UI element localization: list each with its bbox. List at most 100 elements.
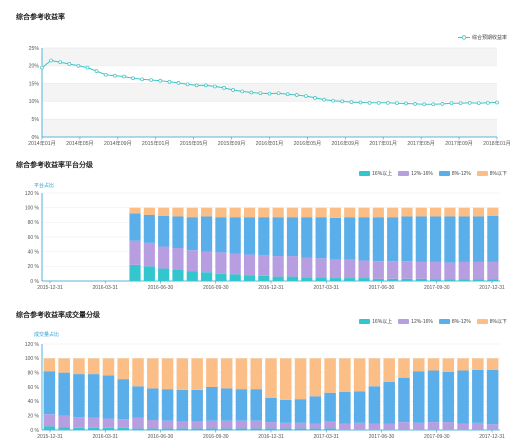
x-tick-label: 2016-06-30 — [148, 285, 174, 291]
data-point — [222, 86, 226, 90]
data-point — [322, 97, 326, 102]
bar-segment — [147, 419, 159, 429]
bar-segment — [73, 427, 85, 430]
bar-segment — [235, 420, 248, 429]
bar-segment — [158, 246, 170, 269]
bar-segment — [265, 358, 277, 398]
x-tick-label: 2016-03-31 — [92, 434, 118, 440]
bar-segment — [472, 216, 485, 262]
bar-segment — [444, 207, 456, 217]
legend-swatch — [438, 171, 450, 176]
bar-segment — [324, 421, 336, 429]
bar-segment — [487, 279, 499, 281]
bar-segment — [243, 217, 256, 255]
bar-segment — [147, 428, 159, 430]
bar-segment — [368, 423, 381, 430]
x-tick-label: 2017-03-31 — [313, 285, 339, 291]
bar-segment — [73, 417, 85, 428]
bar-segment — [272, 256, 284, 277]
bar-segment — [272, 276, 284, 281]
bar-segment — [206, 358, 218, 387]
data-point — [185, 82, 190, 87]
bar-segment — [132, 428, 144, 430]
y-tick-label: 80 % — [28, 370, 40, 376]
data-point — [85, 65, 90, 70]
line-chart: 0% 5% 10% 15% 20% 25% 2014年01月 2014年05月 2014年09月… — [28, 46, 511, 147]
bar-segment — [458, 216, 470, 262]
bar-segment — [220, 428, 233, 430]
bar-segment — [472, 422, 484, 430]
chart3-legend[interactable]: 16%以上 12%-16% 8%-12% 8%以下 — [359, 318, 507, 325]
bar-segment — [412, 371, 425, 423]
bar-segment — [315, 207, 327, 218]
bar-segment — [294, 422, 307, 429]
bar-segment — [329, 259, 341, 279]
x-tick-label: 2017-06-30 — [369, 285, 395, 291]
data-point — [267, 91, 272, 96]
data-point — [476, 101, 481, 106]
data-point — [440, 102, 445, 106]
bar-segment — [132, 417, 144, 429]
bar-segment — [427, 370, 440, 423]
bar-segment — [161, 389, 174, 421]
bar-segment — [201, 207, 213, 217]
bar-segment — [430, 207, 442, 217]
x-tick-label: 2017-12-31 — [479, 285, 505, 291]
bar-segment — [206, 428, 218, 430]
legend-label: 12%-16% — [411, 170, 433, 177]
bar-segment — [87, 358, 100, 375]
bar-segment — [172, 207, 184, 217]
grid-band — [42, 119, 497, 137]
chart2-ylabel: 平台占比 — [34, 183, 55, 189]
x-tick-label: 2017年05月 — [407, 139, 435, 147]
data-point — [331, 98, 336, 103]
bar-segment — [368, 429, 381, 430]
bar-segment — [201, 251, 213, 273]
bar-segment — [87, 374, 100, 418]
y-tick-label: 20% — [29, 64, 40, 70]
bar-segment — [250, 428, 262, 430]
bar-segment — [172, 248, 184, 270]
data-point — [486, 100, 490, 105]
bar-segment — [372, 278, 384, 281]
bar-segment — [235, 428, 248, 430]
bar-segment — [457, 429, 469, 430]
bar-segment — [186, 207, 198, 218]
legend-label: 16%以上 — [372, 171, 393, 177]
bar-segment — [265, 422, 277, 429]
bar-segment — [412, 422, 425, 430]
y-tick-label: 5% — [32, 117, 40, 123]
bar-segment — [457, 370, 469, 424]
bar-segment — [258, 207, 270, 218]
bar-segment — [309, 358, 322, 397]
x-tick-label: 2017-03-31 — [313, 434, 339, 440]
stacked-bar-chart-platform: 0 % 20 % 40 % 60 % 80 % 100 % 120 % 2015-12-31 2… — [25, 191, 505, 291]
bar-segment — [401, 261, 413, 279]
chart2-legend[interactable]: 16%以上 12%-16% 8%-12% 8%以下 — [359, 170, 507, 177]
bar-segment — [43, 371, 56, 415]
bar-segment — [158, 215, 170, 247]
bar-segment — [442, 371, 455, 423]
x-tick-label: 2014年05月 — [66, 139, 94, 147]
bar-segment — [43, 358, 56, 372]
data-point — [367, 100, 372, 105]
y-tick-label: 60 % — [28, 235, 40, 241]
bar-segment — [339, 392, 351, 424]
bar-segment — [301, 257, 313, 278]
bar-segment — [398, 377, 410, 423]
legend-swatch — [398, 319, 410, 324]
bar-segment — [280, 399, 292, 423]
data-point — [149, 78, 154, 82]
chart1-legend[interactable]: 综合预期收益率 — [457, 34, 507, 41]
bar-segment — [427, 422, 440, 430]
bar-segment — [353, 358, 366, 392]
y-tick-label: 100 % — [25, 205, 40, 211]
bar-segment — [444, 262, 456, 280]
bar-segment — [243, 207, 256, 218]
data-point — [431, 102, 436, 107]
bar-segment — [339, 429, 351, 430]
bar-segment — [58, 372, 70, 416]
bar-segment — [280, 358, 292, 400]
bar-segment — [215, 217, 227, 253]
bar-segment — [229, 207, 241, 218]
